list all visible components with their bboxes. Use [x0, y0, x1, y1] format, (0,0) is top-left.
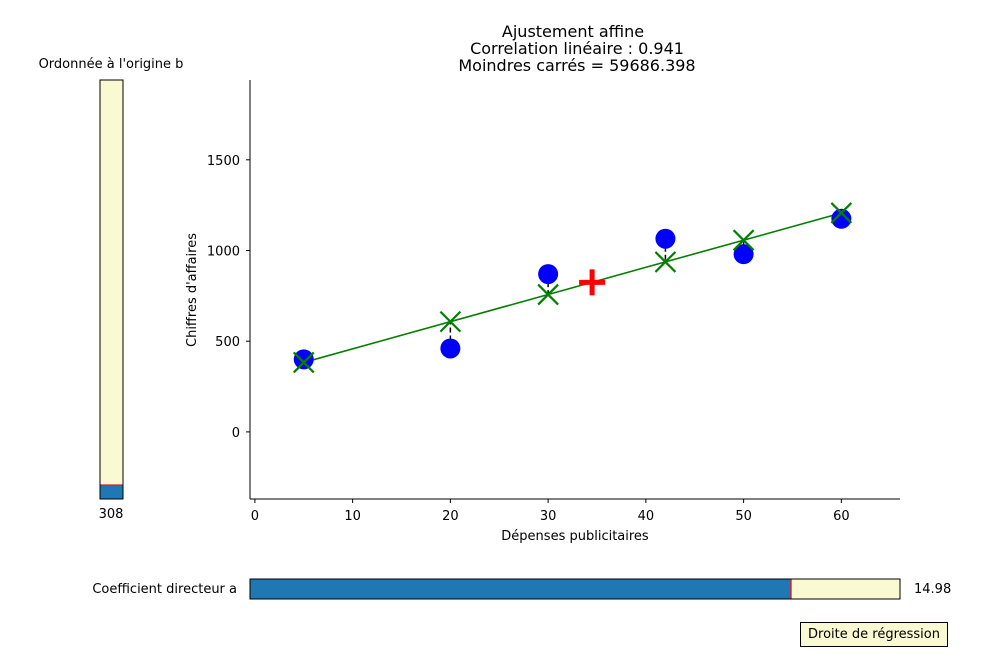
fitted-point	[292, 351, 315, 374]
fitted-points	[292, 202, 853, 374]
fitted-point	[537, 283, 559, 306]
mean-point	[579, 269, 606, 296]
observed-point	[293, 349, 314, 370]
x-tick-label: 60	[833, 509, 850, 524]
observed-point	[831, 208, 852, 229]
y-tick-label: 500	[215, 335, 240, 350]
observed-point	[440, 338, 461, 359]
slope-slider-fill	[250, 579, 791, 599]
x-tick-label: 20	[442, 509, 459, 524]
slope-slider-border	[249, 578, 901, 600]
y-tick-label: 1000	[207, 245, 240, 260]
fitted-point	[732, 229, 755, 251]
x-tick-label: 40	[638, 509, 655, 524]
y-tick-label: 1500	[207, 154, 240, 169]
intercept-slider[interactable]: Ordonnée à l'origine b 308	[39, 57, 184, 522]
x-axis-label: Dépenses publicitaires	[501, 529, 649, 544]
intercept-slider-value: 308	[99, 507, 124, 522]
intercept-slider-fill	[100, 485, 123, 499]
x-tick-label: 10	[344, 509, 361, 524]
intercept-slider-track[interactable]	[99, 79, 124, 500]
regression-line-button[interactable]: Droite de régression	[800, 622, 948, 647]
plot-area: 0 10 20 30 40 50 60 0 500 1000 1500	[207, 80, 900, 524]
x-ticks: 0 10 20 30 40 50 60	[251, 499, 850, 524]
x-tick-label: 0	[251, 509, 259, 524]
observed-point	[538, 264, 559, 285]
x-tick-label: 50	[735, 509, 752, 524]
y-tick-label: 0	[232, 426, 240, 441]
y-ticks: 0 500 1000 1500	[207, 154, 250, 441]
mean-point-marker	[579, 269, 606, 296]
slope-slider-label: Coefficient directeur a	[92, 582, 237, 597]
observed-point	[733, 244, 754, 265]
intercept-slider-border	[99, 79, 124, 500]
fitted-point	[654, 251, 677, 273]
observed-points	[293, 208, 852, 370]
chart-title-line-3: Moindres carrés = 59686.398	[458, 56, 695, 75]
fitted-point	[830, 202, 853, 224]
regression-line	[303, 212, 842, 364]
chart-title-line-2: Correlation linéaire : 0.941	[470, 39, 684, 58]
x-tick-label: 30	[540, 509, 557, 524]
chart-title-line-1: Ajustement affine	[502, 22, 644, 41]
slope-slider-value: 14.98	[914, 582, 951, 597]
intercept-slider-label: Ordonnée à l'origine b	[39, 57, 184, 72]
slope-slider[interactable]: Coefficient directeur a 14.98	[92, 578, 951, 600]
y-axis-label: Chiffres d'affaires	[185, 233, 200, 347]
fitted-point	[439, 310, 462, 333]
observed-point	[655, 228, 676, 249]
